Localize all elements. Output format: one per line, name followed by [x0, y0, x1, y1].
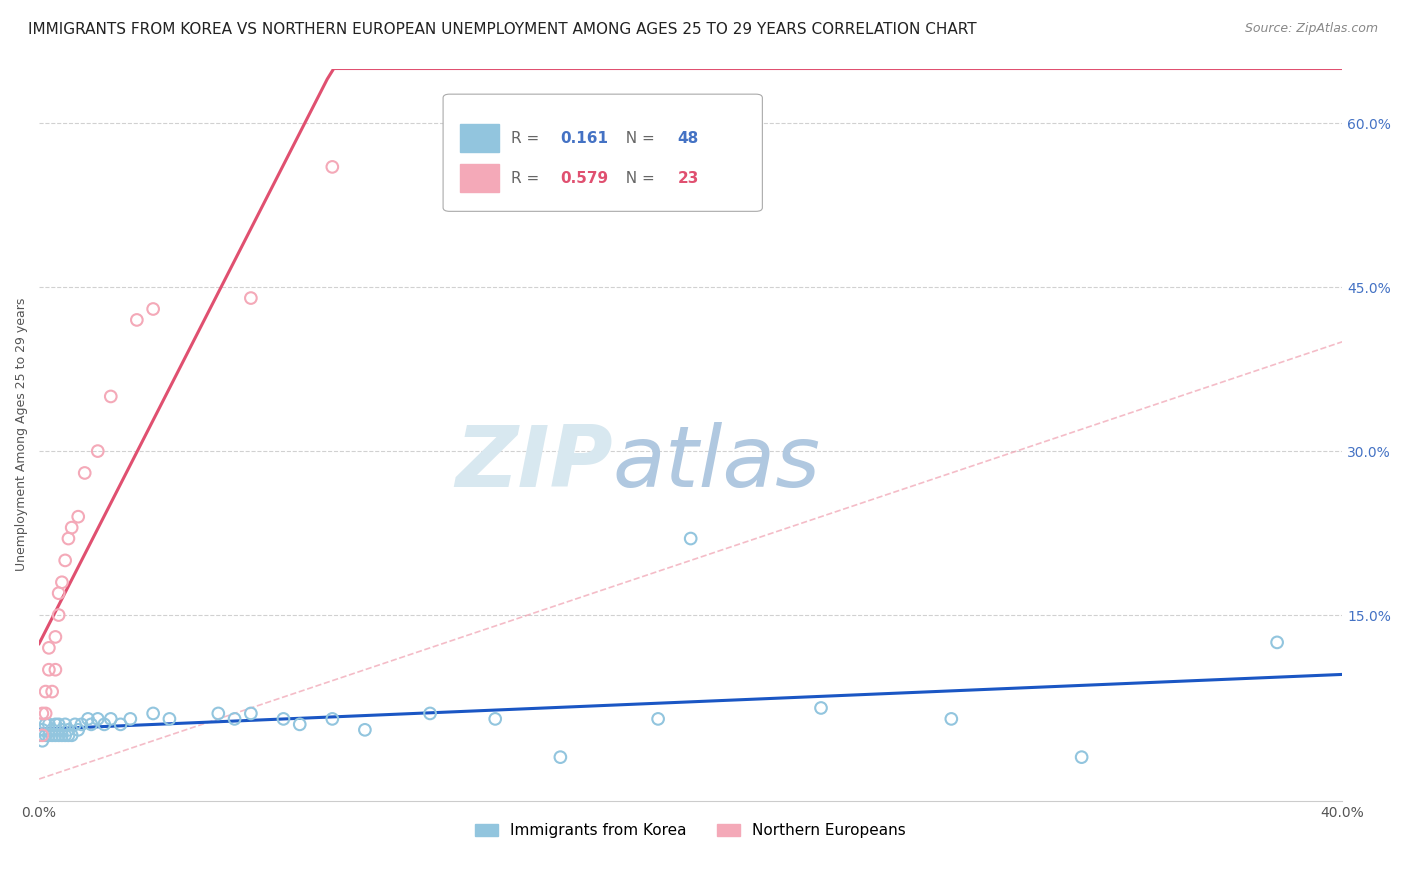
- Point: [31, 733, 53, 747]
- Point: [142, 301, 165, 316]
- Point: [53, 553, 76, 567]
- Y-axis label: Unemployment Among Ages 25 to 29 years: Unemployment Among Ages 25 to 29 years: [15, 298, 28, 572]
- Text: Source: ZipAtlas.com: Source: ZipAtlas.com: [1244, 22, 1378, 36]
- Point: [48, 717, 70, 731]
- Point: [80, 717, 103, 731]
- Point: [100, 389, 122, 403]
- Point: [354, 723, 377, 737]
- Point: [321, 712, 343, 726]
- FancyBboxPatch shape: [443, 95, 762, 211]
- Point: [100, 712, 122, 726]
- Point: [419, 706, 441, 721]
- Text: N =: N =: [616, 171, 659, 186]
- Point: [70, 717, 93, 731]
- Point: [63, 717, 86, 731]
- Point: [38, 640, 60, 655]
- Text: IMMIGRANTS FROM KOREA VS NORTHERN EUROPEAN UNEMPLOYMENT AMONG AGES 25 TO 29 YEAR: IMMIGRANTS FROM KOREA VS NORTHERN EUROPE…: [28, 22, 977, 37]
- Point: [125, 313, 148, 327]
- Point: [31, 723, 53, 737]
- Point: [159, 712, 181, 726]
- Point: [53, 728, 76, 742]
- Point: [51, 723, 73, 737]
- Text: R =: R =: [510, 171, 544, 186]
- Point: [67, 723, 90, 737]
- Point: [87, 444, 110, 458]
- Point: [288, 717, 311, 731]
- Point: [51, 728, 73, 742]
- Point: [34, 706, 56, 721]
- Point: [44, 717, 66, 731]
- Point: [941, 712, 963, 726]
- Point: [77, 712, 100, 726]
- Text: atlas: atlas: [613, 423, 821, 506]
- Point: [34, 728, 56, 742]
- Point: [28, 728, 51, 742]
- Point: [239, 291, 262, 305]
- Point: [48, 728, 70, 742]
- Text: N =: N =: [616, 130, 659, 145]
- Legend: Immigrants from Korea, Northern Europeans: Immigrants from Korea, Northern European…: [470, 817, 912, 845]
- Point: [31, 706, 53, 721]
- Point: [58, 532, 80, 546]
- Text: 23: 23: [678, 171, 699, 186]
- Point: [44, 630, 66, 644]
- Point: [53, 717, 76, 731]
- Point: [38, 728, 60, 742]
- Point: [41, 723, 63, 737]
- Point: [38, 663, 60, 677]
- Point: [87, 712, 110, 726]
- Text: ZIP: ZIP: [456, 423, 613, 506]
- Point: [44, 728, 66, 742]
- FancyBboxPatch shape: [460, 164, 499, 193]
- Point: [142, 706, 165, 721]
- Point: [647, 712, 669, 726]
- Point: [44, 663, 66, 677]
- Point: [58, 728, 80, 742]
- Text: 48: 48: [678, 130, 699, 145]
- Point: [58, 723, 80, 737]
- Point: [48, 586, 70, 600]
- Point: [810, 701, 832, 715]
- Point: [120, 712, 142, 726]
- Point: [34, 684, 56, 698]
- Point: [207, 706, 229, 721]
- Point: [41, 684, 63, 698]
- Text: 0.579: 0.579: [561, 171, 609, 186]
- Point: [239, 706, 262, 721]
- Text: 0.161: 0.161: [561, 130, 609, 145]
- Point: [550, 750, 572, 764]
- Point: [110, 717, 132, 731]
- Point: [48, 608, 70, 623]
- Point: [321, 160, 343, 174]
- Point: [93, 717, 115, 731]
- Point: [31, 728, 53, 742]
- Point: [34, 717, 56, 731]
- Point: [1265, 635, 1288, 649]
- Point: [51, 575, 73, 590]
- Point: [41, 728, 63, 742]
- Point: [38, 717, 60, 731]
- Point: [484, 712, 506, 726]
- FancyBboxPatch shape: [460, 124, 499, 152]
- Point: [73, 466, 96, 480]
- Point: [60, 728, 83, 742]
- Point: [60, 520, 83, 534]
- Point: [67, 509, 90, 524]
- Text: R =: R =: [510, 130, 544, 145]
- Point: [679, 532, 702, 546]
- Point: [273, 712, 295, 726]
- Point: [224, 712, 246, 726]
- Point: [1070, 750, 1092, 764]
